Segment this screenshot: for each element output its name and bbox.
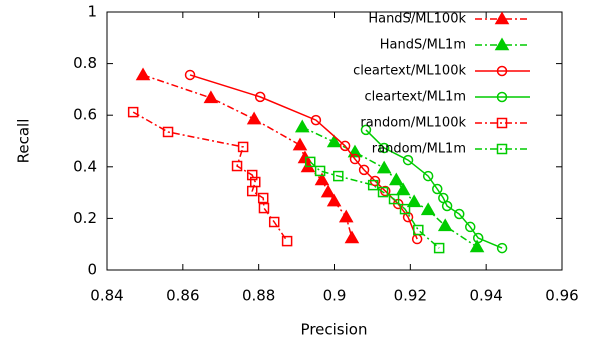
- series-line: [189, 74, 418, 240]
- marker: [496, 242, 508, 254]
- marker: [246, 185, 258, 197]
- legend-marker: [496, 117, 508, 129]
- marker: [402, 154, 414, 166]
- legend-marker: [496, 65, 508, 77]
- marker: [281, 235, 293, 247]
- series-line: [301, 126, 478, 248]
- marker: [413, 224, 424, 236]
- marker: [292, 137, 308, 151]
- marker: [399, 203, 411, 215]
- marker: [294, 119, 310, 133]
- y-tick-label: 0.6: [73, 106, 97, 124]
- x-axis-label: Precision: [301, 321, 368, 339]
- marker: [377, 186, 389, 198]
- marker: [304, 156, 316, 168]
- marker: [310, 114, 322, 126]
- legend-label: random/ML100k: [360, 116, 466, 131]
- marker: [469, 239, 485, 253]
- legend-label: cleartext/ML1m: [365, 90, 467, 105]
- marker: [127, 106, 139, 118]
- marker: [358, 164, 370, 176]
- marker: [441, 200, 453, 212]
- y-tick-label: 1: [87, 3, 97, 21]
- marker: [257, 192, 269, 204]
- legend-label: random/ML1m: [372, 142, 466, 157]
- marker: [203, 90, 219, 104]
- legend-marker: [496, 91, 508, 103]
- marker: [344, 230, 360, 244]
- marker: [135, 67, 151, 81]
- marker: [254, 91, 266, 103]
- marker: [326, 134, 342, 148]
- marker: [326, 193, 342, 207]
- legend-label: cleartext/ML100k: [353, 64, 466, 79]
- y-tick-label: 0.4: [73, 157, 97, 175]
- x-tick-label: 0.94: [469, 287, 502, 305]
- marker: [432, 183, 443, 195]
- marker: [433, 242, 445, 254]
- marker: [246, 169, 258, 181]
- x-tick-label: 0.88: [242, 287, 275, 305]
- marker: [360, 124, 372, 136]
- marker: [376, 160, 392, 174]
- legend-label: HandS/ML100k: [368, 12, 466, 27]
- x-tick-label: 0.84: [90, 287, 123, 305]
- marker: [338, 209, 354, 223]
- marker: [395, 182, 411, 196]
- legend-marker: [494, 37, 510, 51]
- marker: [422, 170, 434, 182]
- x-tick-label: 0.86: [166, 287, 199, 305]
- marker: [367, 179, 379, 191]
- x-tick-label: 0.96: [545, 287, 578, 305]
- marker: [378, 142, 390, 154]
- series-line: [142, 74, 353, 239]
- marker: [268, 216, 280, 228]
- marker: [388, 193, 400, 205]
- legend-marker: [496, 143, 508, 155]
- marker: [389, 172, 404, 186]
- marker: [339, 140, 351, 152]
- marker: [184, 69, 196, 81]
- series-line: [309, 161, 440, 249]
- marker: [231, 160, 243, 172]
- marker: [464, 221, 476, 233]
- marker: [320, 184, 336, 198]
- marker: [472, 232, 484, 244]
- y-axis-label: Recall: [15, 119, 33, 164]
- marker: [314, 165, 326, 177]
- marker: [246, 111, 262, 125]
- x-tick-label: 0.9: [323, 287, 347, 305]
- marker: [402, 211, 414, 223]
- marker: [162, 126, 174, 138]
- legend-label: HandS/ML1m: [380, 38, 466, 53]
- x-tick-label: 0.92: [394, 287, 427, 305]
- marker: [420, 202, 436, 216]
- marker: [406, 194, 422, 208]
- series-line: [132, 111, 288, 242]
- marker: [237, 141, 249, 153]
- marker: [349, 153, 361, 165]
- marker: [258, 202, 270, 214]
- y-tick-label: 0.2: [73, 209, 97, 227]
- y-tick-label: 0.8: [73, 54, 97, 72]
- legend-marker: [494, 11, 510, 25]
- marker: [333, 170, 344, 182]
- marker: [453, 208, 465, 220]
- y-tick-label: 0: [87, 261, 97, 279]
- marker: [314, 172, 330, 186]
- marker: [437, 218, 453, 232]
